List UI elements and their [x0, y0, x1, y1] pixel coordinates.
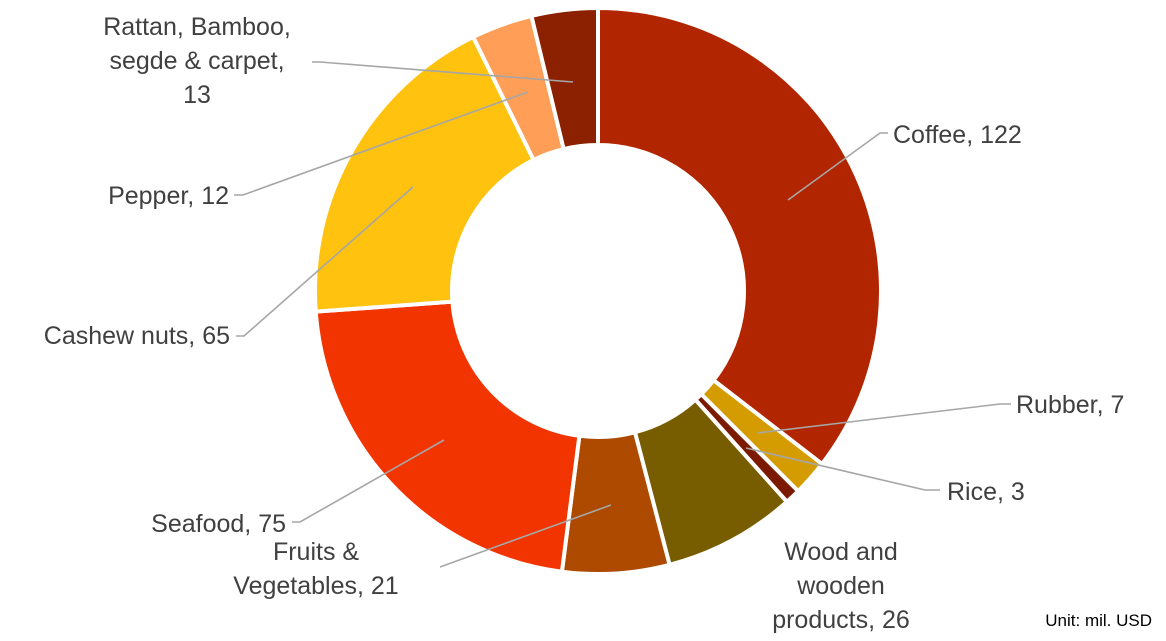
label-line: Cashew nuts, 65: [44, 322, 230, 350]
leader-lines: [234, 61, 1011, 568]
slice-rattan-bamboo-segde-and-carpet: [529, 5, 600, 152]
leader-line-coffee: [787, 132, 888, 201]
label-rice: Rice, 3: [947, 478, 1025, 506]
leader-line-rubber: [756, 403, 1011, 434]
slice-coffee: [596, 5, 883, 467]
slice-seafood: [313, 299, 582, 574]
label-cashew-nuts: Cashew nuts, 65: [44, 322, 230, 350]
label-line: wooden: [796, 572, 885, 600]
label-rubber: Rubber, 7: [1016, 391, 1124, 419]
label-line: products, 26: [772, 606, 910, 634]
label-line: Seafood, 75: [151, 510, 286, 538]
label-line: Coffee, 122: [893, 121, 1022, 149]
unit-note: Unit: mil. USD: [1045, 611, 1152, 630]
leader-line-rice: [745, 447, 940, 491]
leader-line-seafood: [292, 439, 445, 523]
label-wood-and-wooden-products: Wood and wooden products, 26: [772, 538, 910, 634]
label-line: Pepper, 12: [108, 182, 229, 210]
label-line: segde & carpet,: [109, 47, 284, 75]
label-line: 13: [183, 81, 211, 109]
leader-line-fruits-and-vegetables: [439, 504, 612, 568]
slice-cashew-nuts: [313, 34, 537, 314]
leader-line-rattan-bamboo-segde-and-carpet: [312, 61, 574, 83]
label-line: Wood and: [784, 538, 898, 566]
label-line: Rice, 3: [947, 478, 1025, 506]
label-pepper: Pepper, 12: [108, 182, 229, 210]
label-coffee: Coffee, 122: [893, 121, 1022, 149]
label-line: Rubber, 7: [1016, 391, 1124, 419]
label-rattan-bamboo-segde-and-carpet: Rattan, Bamboo, segde & carpet, 13: [103, 13, 291, 109]
label-line: Vegetables, 21: [233, 572, 398, 600]
label-fruits-and-vegetables: Fruits & Vegetables, 21: [233, 538, 398, 600]
label-line: Fruits &: [273, 538, 359, 566]
donut-slices: [313, 5, 883, 576]
label-seafood: Seafood, 75: [151, 510, 286, 538]
data-labels: Coffee, 122 Rubber, 7 Rice, 3 Wood and woode…: [44, 13, 1125, 634]
label-line: Rattan, Bamboo,: [103, 13, 291, 41]
leader-line-cashew-nuts: [236, 186, 414, 337]
leader-line-pepper: [234, 91, 529, 196]
